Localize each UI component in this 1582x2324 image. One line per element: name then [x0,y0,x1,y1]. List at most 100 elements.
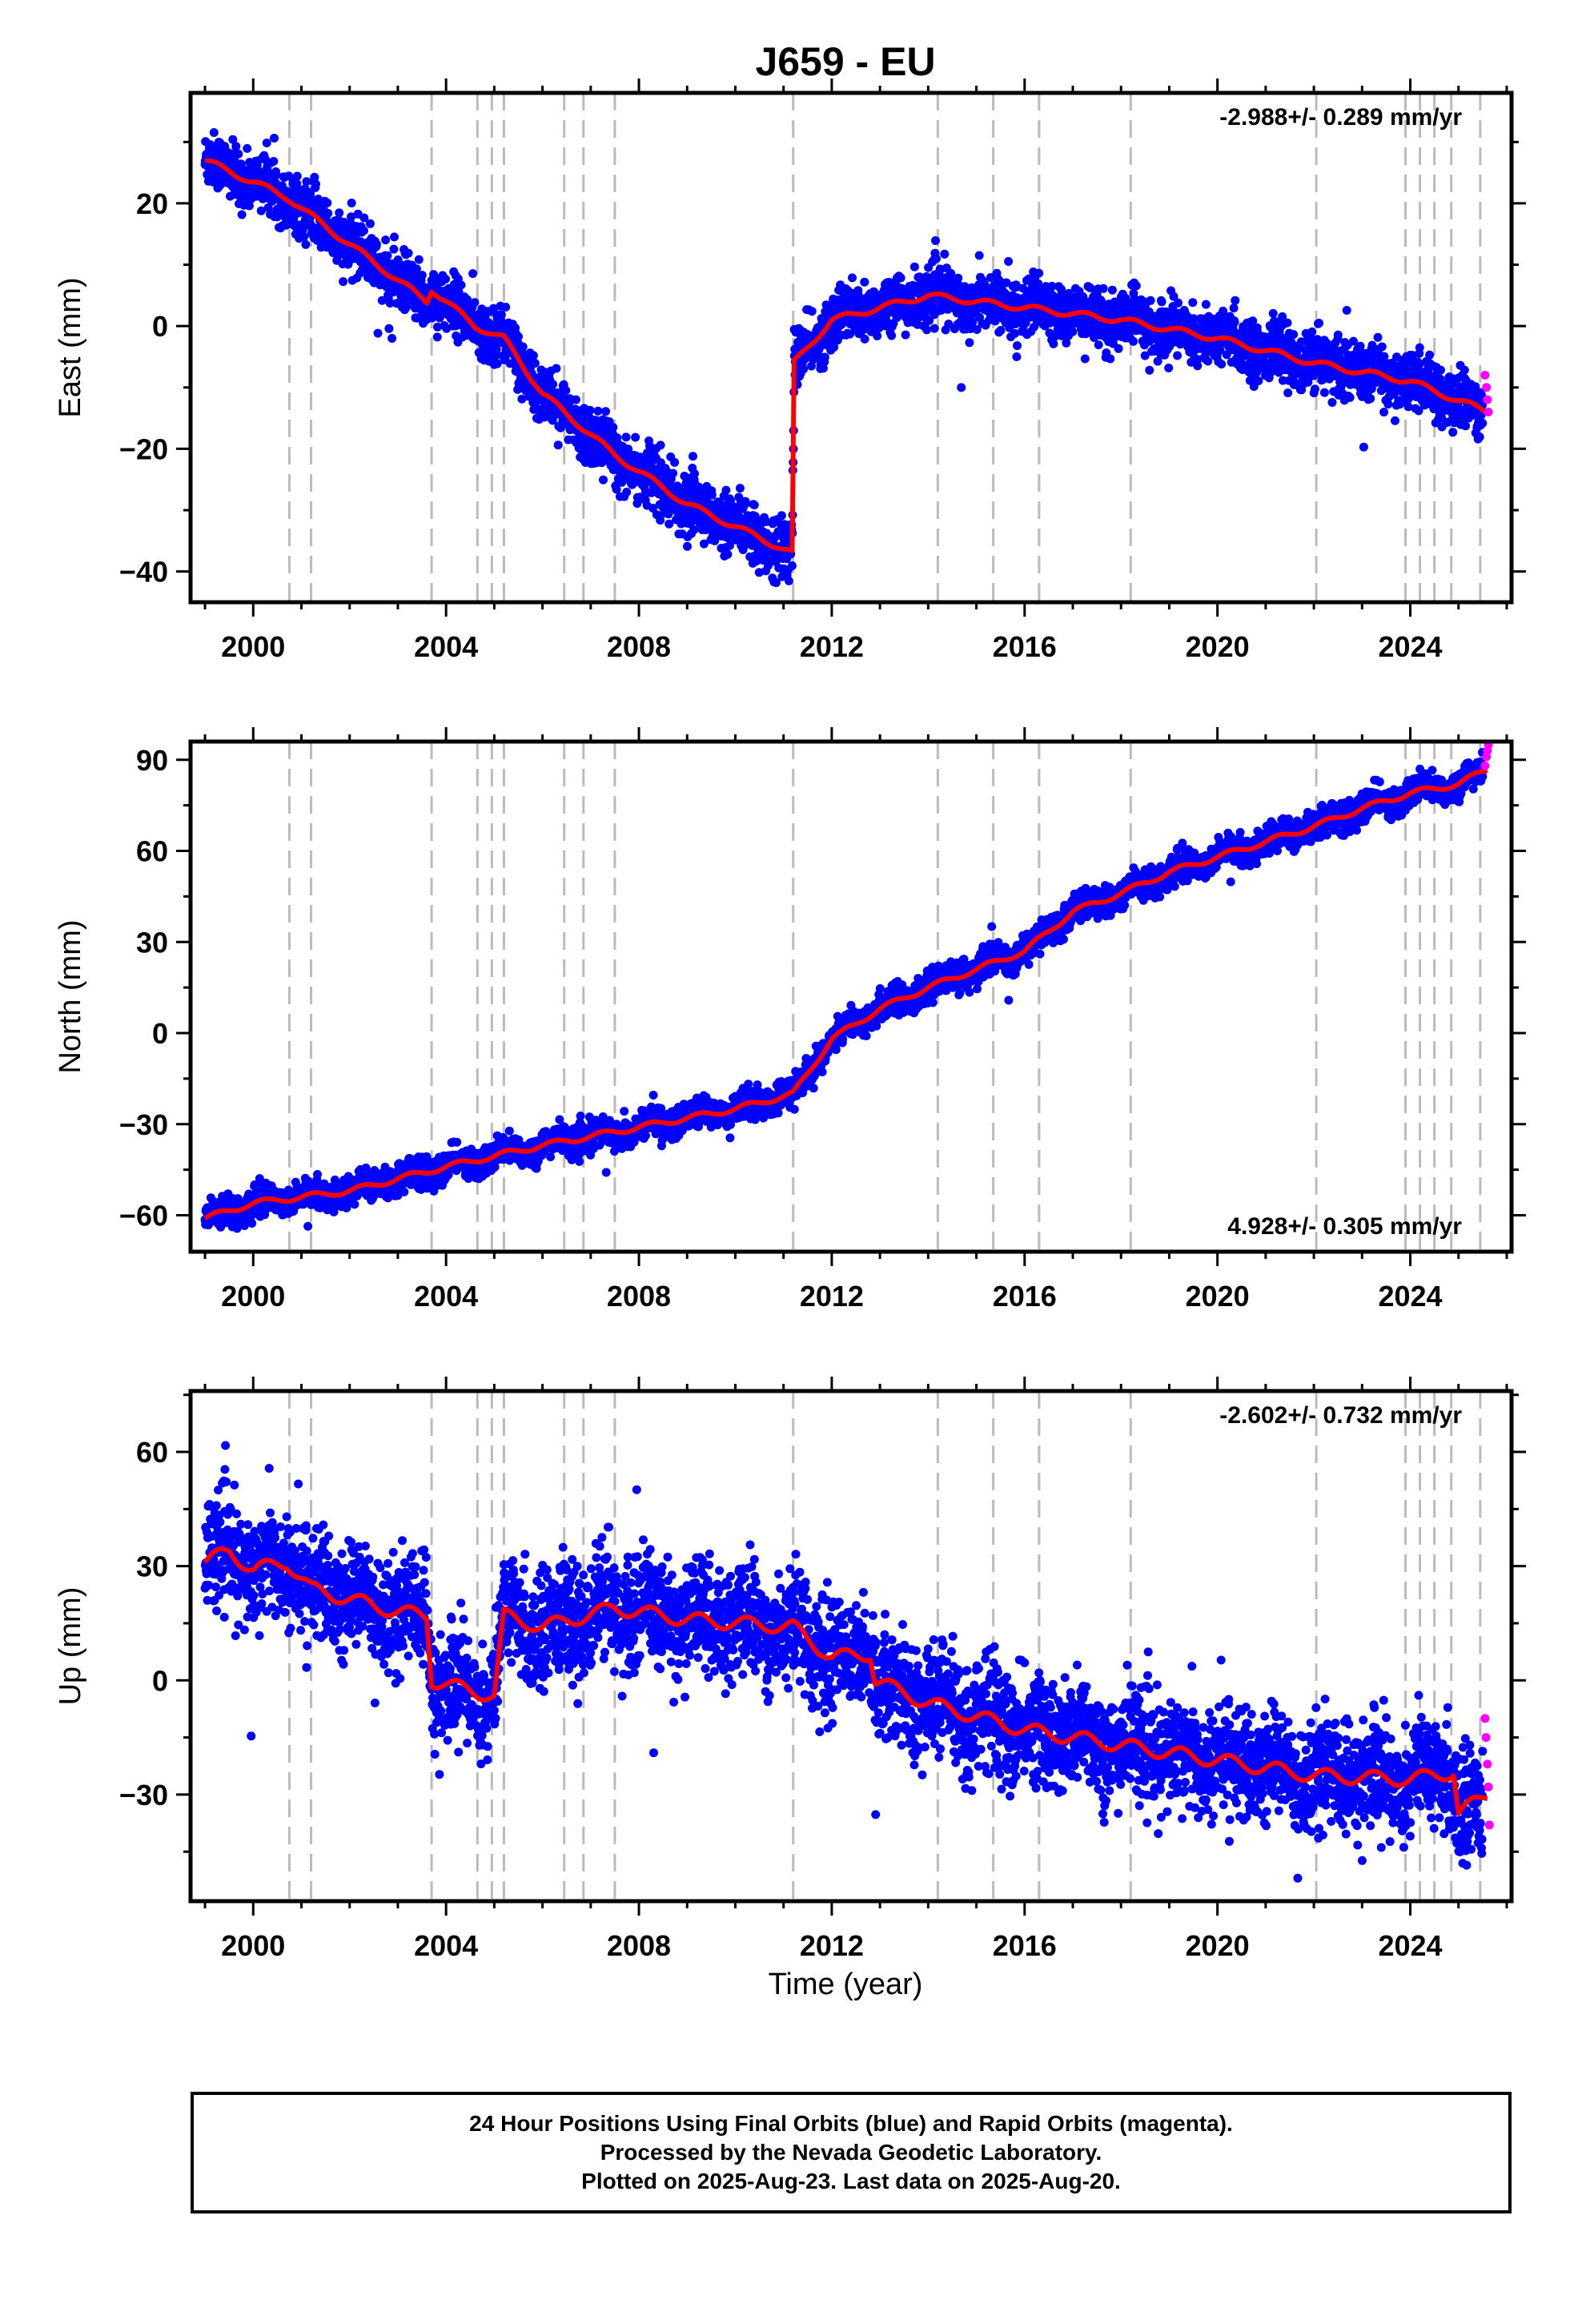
data-point [585,405,595,415]
data-point [1098,283,1108,293]
data-point [339,277,348,287]
x-tick-label: 2008 [607,630,671,663]
data-point [820,352,829,362]
data-point [1129,336,1138,346]
chart-panels: 2000 2004 2008 2012 2016 2020 2024−40−20020Eas… [54,78,1526,1962]
data-point [784,576,793,585]
data-point [593,406,603,416]
data-point [1377,342,1387,352]
data-point [1034,268,1044,278]
data-point [417,271,427,280]
data-point [1342,306,1351,315]
data-point [1230,317,1239,327]
data-point [1327,398,1337,407]
data-point [390,232,399,242]
data-point [359,226,368,235]
data-point [1268,308,1278,318]
data-point [1174,298,1183,308]
data-point [1157,297,1166,307]
data-point [670,457,680,467]
data-point [669,468,678,478]
y-tick-label: 20 [136,187,168,220]
data-point [608,423,618,432]
data-point [922,325,932,335]
data-point [234,149,243,159]
data-point [901,330,910,340]
data-point [256,206,266,215]
data-point [432,332,442,342]
data-point [387,334,397,343]
data-point [496,310,506,320]
data-point [381,235,391,245]
data-point [393,255,403,264]
data-point [721,485,731,495]
panel-east: 2000 2004 2008 2012 2016 2020 2024−40−20020Eas… [54,78,1526,663]
rapid-point [1483,395,1492,404]
data-point [860,277,869,287]
data-point [553,440,563,450]
data-point [1012,352,1022,361]
data-point [1131,281,1141,291]
data-point [1373,332,1383,342]
rapid-point [1484,407,1493,416]
data-point [1366,394,1375,404]
data-point [887,331,897,340]
data-point [528,351,538,360]
data-point [787,561,797,570]
data-point [389,244,399,254]
data-point [930,324,939,333]
data-point [807,307,817,316]
data-point [270,134,279,143]
data-point [1333,330,1343,340]
x-tick-label: 2000 [221,630,285,663]
data-point [690,469,699,478]
data-point [262,139,271,147]
data-point [873,332,882,340]
data-point [631,432,640,442]
data-point [909,262,919,271]
data-point [1289,330,1299,340]
data-point [1391,416,1399,425]
data-point [622,488,632,497]
data-point [940,249,950,259]
x-tick-label: 2004 [414,630,478,663]
data-point [1164,364,1174,372]
data-point [777,511,786,521]
data-point [741,499,751,509]
data-point [243,143,252,153]
data-point [1461,421,1471,431]
data-point [735,484,745,493]
data-point [799,364,809,374]
data-point [1460,365,1469,375]
data-point [860,334,869,344]
data-point [931,236,940,245]
data-point [1004,257,1014,266]
data-point [271,170,281,179]
data-point [599,475,608,485]
data-point [514,332,523,341]
data-point [311,179,320,189]
data-point [974,251,984,260]
data-point [1311,384,1319,394]
data-point [1145,365,1154,375]
data-point [231,142,241,151]
data-point [347,199,356,207]
data-point [1229,304,1239,313]
data-point [302,177,311,187]
data-point [601,407,610,416]
data-point [299,232,309,242]
data-point [1080,354,1090,364]
data-point [621,432,631,442]
data-point [1203,356,1213,366]
data-point [1436,365,1445,375]
data-point [518,342,528,352]
data-point [373,328,383,338]
data-point [1355,341,1365,351]
data-point [848,273,857,283]
y-tick-label: 0 [152,310,168,343]
data-point [310,172,319,182]
x-tick-label: 2024 [1378,630,1442,663]
data-point [723,549,733,559]
chart-title: J659 - EU [755,39,935,84]
